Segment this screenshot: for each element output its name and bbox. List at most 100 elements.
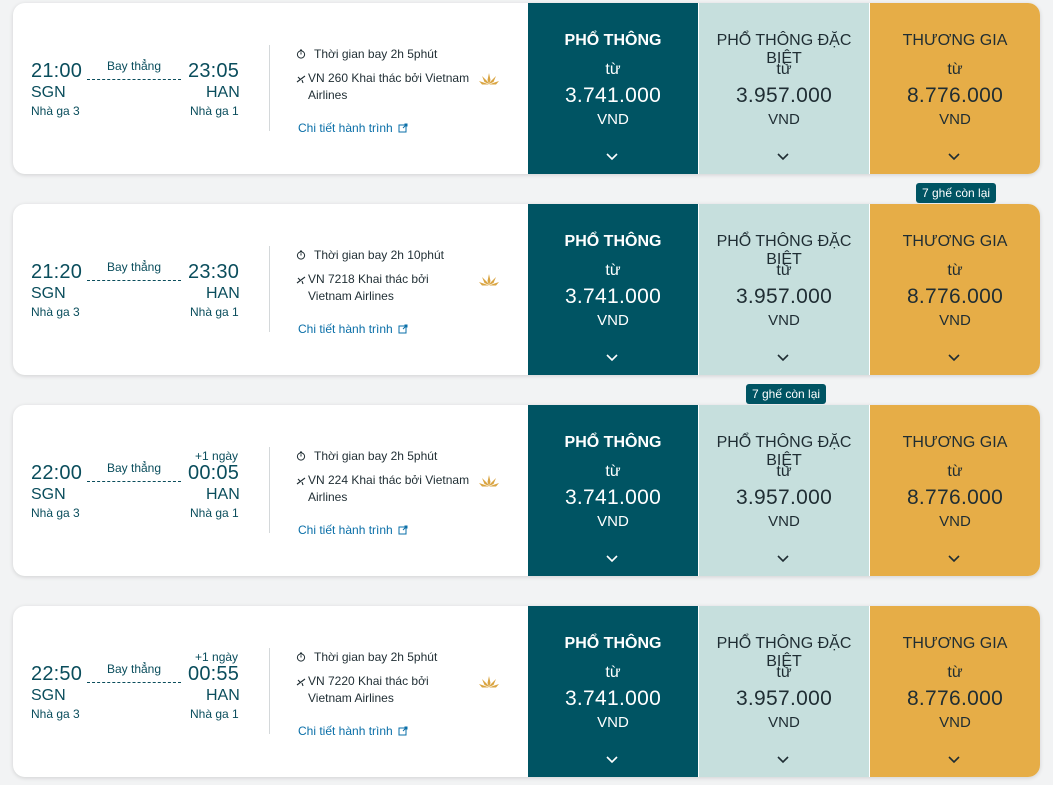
departure-time: 21:00 (31, 60, 83, 82)
flight-duration: Thời gian bay 2h 5phút (296, 650, 437, 664)
fare-biz-option[interactable]: THƯƠNG GIA từ 8.776.000 VND (870, 405, 1040, 576)
fare-name: PHỔ THÔNG ĐẶC BIỆT (716, 434, 852, 469)
flight-duration: Thời gian bay 2h 5phút (296, 449, 437, 463)
flight-info: 21:20 SGN Nhà ga 3 Bay thẳng 23:30 HAN Nhà ga … (13, 204, 528, 375)
seats-left-badge: 7 ghế còn lại (746, 384, 827, 404)
from-label: từ (605, 664, 621, 681)
fare-peco-option[interactable]: PHỔ THÔNG ĐẶC BIỆT từ 3.957.000 VND (699, 204, 869, 375)
chevron-down-icon[interactable] (605, 149, 619, 161)
fare-peco-option[interactable]: PHỔ THÔNG ĐẶC BIỆT từ 3.957.000 VND (699, 606, 869, 777)
fare-biz-option[interactable]: THƯƠNG GIA từ 8.776.000 VND (870, 3, 1040, 174)
chevron-down-icon[interactable] (605, 350, 619, 362)
vietnam-airlines-lotus-icon (479, 474, 499, 488)
arrival-airport: HAN (206, 486, 240, 503)
duration-text: Thời gian bay 2h 10phút (314, 248, 444, 262)
itinerary-details-link[interactable]: Chi tiết hành trình (298, 121, 408, 135)
chevron-down-icon[interactable] (605, 752, 619, 764)
fare-peco-option[interactable]: PHỔ THÔNG ĐẶC BIỆT từ 3.957.000 VND 7 ghế cò… (699, 384, 869, 576)
flight-card: 22:00 SGN Nhà ga 3 Bay thẳng +1 ngày 00:05 HAN… (13, 384, 1040, 576)
external-link-icon (398, 123, 408, 133)
plane-icon (296, 74, 306, 84)
fare-peco-option[interactable]: PHỔ THÔNG ĐẶC BIỆT từ 3.957.000 VND (699, 3, 869, 174)
currency-label: VND (597, 111, 629, 128)
plane-icon (296, 677, 306, 687)
departure-airport: SGN (31, 486, 66, 503)
duration-text: Thời gian bay 2h 5phút (314, 449, 438, 463)
fare-price: 3.957.000 (735, 84, 833, 107)
itinerary-details-link[interactable]: Chi tiết hành trình (298, 724, 408, 738)
fare-name: THƯƠNG GIA (902, 233, 1008, 250)
direct-flight-label: Bay thẳng (106, 59, 162, 73)
currency-label: VND (939, 312, 971, 329)
chevron-down-icon[interactable] (776, 752, 790, 764)
divider (269, 648, 270, 734)
details-label: Chi tiết hành trình (298, 322, 393, 336)
fare-price: 8.776.000 (906, 687, 1004, 710)
departure-airport: SGN (31, 84, 66, 101)
fare-biz-option[interactable]: THƯƠNG GIA từ 8.776.000 VND 7 ghế còn lại (870, 183, 1040, 375)
currency-label: VND (768, 312, 800, 329)
flight-info: 22:50 SGN Nhà ga 3 Bay thẳng +1 ngày 00:55 HAN… (13, 606, 528, 777)
route-line (87, 481, 181, 482)
fare-eco-option[interactable]: PHỔ THÔNG từ 3.741.000 VND (528, 606, 698, 777)
itinerary-details-link[interactable]: Chi tiết hành trình (298, 523, 408, 537)
itinerary-details-link[interactable]: Chi tiết hành trình (298, 322, 408, 336)
fare-name: PHỔ THÔNG (564, 32, 662, 49)
fare-name: PHỔ THÔNG (564, 635, 662, 652)
plane-icon (296, 275, 306, 285)
clock-icon (296, 652, 306, 662)
from-label: từ (947, 664, 963, 681)
fare-price: 3.741.000 (564, 486, 662, 509)
departure-terminal: Nhà ga 3 (31, 506, 80, 520)
chevron-down-icon[interactable] (605, 551, 619, 563)
departure-terminal: Nhà ga 3 (31, 104, 80, 118)
fare-name: THƯƠNG GIA (902, 635, 1008, 652)
arrival-terminal: Nhà ga 1 (190, 305, 239, 319)
fare-name: PHỔ THÔNG ĐẶC BIỆT (716, 635, 852, 670)
vietnam-airlines-lotus-icon (479, 72, 499, 86)
currency-label: VND (939, 513, 971, 530)
from-label: từ (776, 262, 792, 279)
flight-info: 22:00 SGN Nhà ga 3 Bay thẳng +1 ngày 00:05 HAN… (13, 405, 528, 576)
from-label: từ (947, 463, 963, 480)
chevron-down-icon[interactable] (776, 551, 790, 563)
flight-info: 21:00 SGN Nhà ga 3 Bay thẳng 23:05 HAN Nhà ga … (13, 3, 528, 174)
fare-price: 3.741.000 (564, 687, 662, 710)
arrival-terminal: Nhà ga 1 (190, 707, 239, 721)
direct-flight-label: Bay thẳng (106, 260, 162, 274)
currency-label: VND (597, 714, 629, 731)
fare-biz-option[interactable]: THƯƠNG GIA từ 8.776.000 VND (870, 606, 1040, 777)
chevron-down-icon[interactable] (776, 149, 790, 161)
departure-time: 22:00 (31, 462, 83, 484)
vietnam-airlines-lotus-icon (479, 273, 499, 287)
direct-flight-label: Bay thẳng (106, 461, 162, 475)
currency-label: VND (768, 111, 800, 128)
fare-price: 3.957.000 (735, 486, 833, 509)
chevron-down-icon[interactable] (947, 350, 961, 362)
chevron-down-icon[interactable] (947, 752, 961, 764)
details-label: Chi tiết hành trình (298, 121, 393, 135)
fare-price: 3.741.000 (564, 285, 662, 308)
divider (269, 246, 270, 332)
route-line (87, 682, 181, 683)
fare-eco-option[interactable]: PHỔ THÔNG từ 3.741.000 VND (528, 3, 698, 174)
from-label: từ (776, 664, 792, 681)
flight-number: VN 224 Khai thác bởi Vietnam Airlines (296, 472, 481, 506)
currency-label: VND (939, 714, 971, 731)
chevron-down-icon[interactable] (947, 551, 961, 563)
next-day-label: +1 ngày (195, 449, 239, 463)
fare-eco-option[interactable]: PHỔ THÔNG từ 3.741.000 VND (528, 405, 698, 576)
fare-eco-option[interactable]: PHỔ THÔNG từ 3.741.000 VND (528, 204, 698, 375)
fare-name: PHỔ THÔNG (564, 434, 662, 451)
from-label: từ (947, 61, 963, 78)
seats-left-badge: 7 ghế còn lại (916, 183, 997, 203)
chevron-down-icon[interactable] (776, 350, 790, 362)
external-link-icon (398, 525, 408, 535)
from-label: từ (776, 61, 792, 78)
chevron-down-icon[interactable] (947, 149, 961, 161)
fare-price: 3.957.000 (735, 687, 833, 710)
currency-label: VND (597, 513, 629, 530)
route-line (87, 79, 181, 80)
duration-text: Thời gian bay 2h 5phút (314, 47, 438, 61)
fare-price: 8.776.000 (906, 84, 1004, 107)
